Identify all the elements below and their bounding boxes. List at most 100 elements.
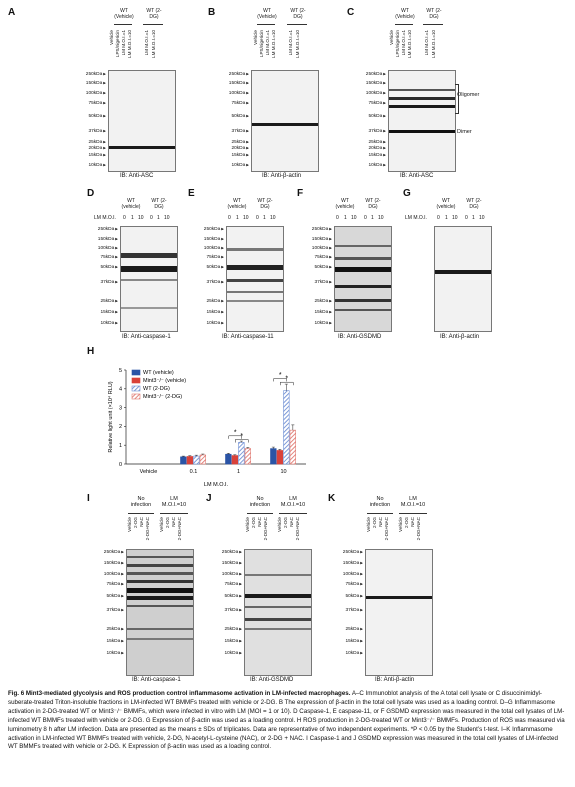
group-label: No infection (130, 496, 152, 509)
y-tick-label: 1 (119, 443, 122, 449)
group-label: WT (2-DG) (290, 8, 306, 20)
moi-label: LM M.O.I. (94, 215, 116, 221)
panel-letter: I (87, 493, 90, 504)
blot-image (226, 226, 284, 332)
moi-value: 0 (336, 215, 339, 221)
group-label: No infection (249, 496, 271, 509)
mw-marker: 10kDa (212, 163, 249, 169)
mw-marker: 25kDa (84, 299, 118, 305)
legend-swatch (131, 369, 141, 376)
significance-star: * (279, 372, 282, 379)
mw-marker: 100kDa (70, 91, 106, 97)
y-tick-label: 5 (119, 368, 122, 374)
mw-marker: 75kDa (212, 101, 249, 107)
group-label: WT (2-DG) (466, 198, 482, 210)
chart-axes: 0 1 2 3 4 5 Relative light unit (×10⁴ RLU) LM M… (107, 368, 306, 488)
group-label: WT (2-DG) (146, 8, 162, 20)
lane-label: Vehicle (109, 30, 114, 45)
mw-marker: 150kDa (70, 81, 106, 87)
moi-value: 0 (150, 215, 153, 221)
moi-value: 1 (371, 215, 374, 221)
bar (276, 450, 283, 465)
panel-letter: G (403, 188, 411, 199)
mw-marker: 150kDa (206, 561, 242, 567)
mw-marker: 37kDa (206, 608, 242, 614)
y-tick-label: 0 (119, 462, 122, 468)
mw-marker: 75kDa (298, 255, 332, 261)
moi-value: 10 (351, 215, 357, 221)
legend-swatch (131, 385, 141, 392)
mw-marker: 250kDa (206, 550, 242, 556)
moi-value: 10 (378, 215, 384, 221)
y-tick-label: 2 (119, 424, 122, 430)
mw-marker: 250kDa (88, 550, 124, 556)
mw-marker: 150kDa (212, 81, 249, 87)
oligomer-label: Oligomer (457, 92, 480, 98)
mw-marker: 150kDa (327, 561, 363, 567)
moi-value: 10 (270, 215, 276, 221)
group-label: LM M.O.I.=10 (161, 496, 187, 509)
mw-marker: 25kDa (70, 140, 106, 146)
mw-marker: 10kDa (327, 651, 363, 657)
significance-bracket (228, 435, 242, 439)
blot-caption: IB: Anti-β-actin (262, 173, 302, 179)
x-tick-label: 1 (237, 469, 240, 475)
group-label: WT (Vehicle) (114, 8, 134, 20)
lane-label: LM M.O.I.=1 (144, 30, 149, 56)
group-label: WT (2-DG) (426, 8, 442, 20)
ros-bar-chart: 0 1 2 3 4 5 Relative light unit (×10⁴ RLU) LM M… (107, 368, 306, 488)
lane-label: 2-DG+NAC (384, 517, 389, 541)
bar (289, 429, 296, 465)
moi-value: 0 (465, 215, 468, 221)
mw-marker: 50kDa (70, 114, 106, 120)
mw-marker: 10kDa (298, 321, 332, 327)
legend-label: WT (vehicle) (143, 370, 174, 376)
mw-marker: 10kDa (348, 163, 386, 169)
moi-value: 10 (164, 215, 170, 221)
mw-marker: 15kDa (298, 310, 332, 316)
y-tick-label: 3 (119, 405, 122, 411)
panel-letter: B (208, 7, 216, 18)
mw-marker: 75kDa (70, 101, 106, 107)
group-label: WT (vehicle) (436, 198, 456, 210)
mw-marker: 250kDa (70, 72, 106, 78)
moi-value: 0 (123, 215, 126, 221)
panel-letter: H (87, 346, 95, 357)
mw-marker: 250kDa (190, 227, 224, 233)
lane-label: Vehicle (253, 30, 258, 45)
mw-marker: 10kDa (88, 651, 124, 657)
mw-marker: 50kDa (84, 265, 118, 271)
bar (283, 390, 290, 465)
mw-marker: 100kDa (84, 246, 118, 252)
blot-image (251, 70, 319, 172)
moi-value: 1 (472, 215, 475, 221)
mw-marker: 10kDa (190, 321, 224, 327)
panel-letter: J (206, 493, 212, 504)
mw-marker: 50kDa (206, 594, 242, 600)
lane-label: Vehicle (159, 517, 164, 532)
legend-swatch (131, 393, 141, 400)
panel-letter: C (347, 7, 355, 18)
caption-body: A–C Immunoblot analysis of the A total c… (8, 690, 565, 751)
bar (238, 442, 245, 465)
mw-marker: 50kDa (190, 265, 224, 271)
blot-image (126, 549, 194, 676)
mw-marker: 25kDa (88, 627, 124, 633)
mw-marker: 250kDa (348, 72, 386, 78)
bar (180, 456, 187, 465)
lane-label: 2-DG (165, 517, 170, 528)
mw-marker: 20kDa (212, 146, 249, 152)
bar (225, 453, 232, 465)
lane-label: LM M.O.I.=10 (431, 30, 436, 58)
mw-marker: 100kDa (327, 572, 363, 578)
mw-marker: 10kDa (84, 321, 118, 327)
mw-marker: 50kDa (88, 594, 124, 600)
mw-marker: 20kDa (70, 146, 106, 152)
blot-caption: IB: Anti-caspase-1 (132, 677, 181, 683)
lane-label: 2-DG+NAC (263, 517, 268, 541)
mw-marker: 15kDa (84, 310, 118, 316)
moi-value: 10 (243, 215, 249, 221)
lane-label: LM M.O.I.=10 (127, 30, 132, 58)
blot-image (334, 226, 392, 332)
lane-label: NAC (289, 517, 294, 527)
